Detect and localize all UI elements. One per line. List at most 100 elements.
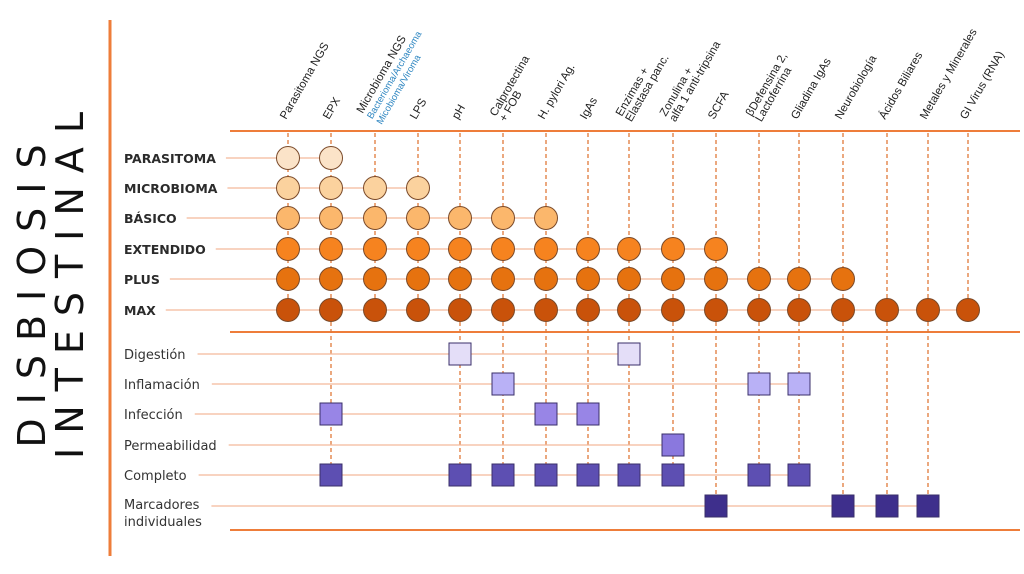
panel-dot [787, 267, 811, 291]
profile-label: Inflamación [124, 378, 200, 393]
column-header: GI Virus (RNA) [958, 49, 1007, 121]
panel-dot [448, 237, 472, 261]
panel-label: MICROBIOMA [124, 181, 218, 196]
column-header-label: Ácidos Biliares [876, 49, 925, 121]
column-header-label: Gliadina IgAs [789, 56, 834, 121]
column-header: Neurobiología [833, 53, 879, 122]
column-header: Ácidos Biliares [876, 49, 925, 121]
panel-dot [916, 298, 940, 322]
panel-dot [276, 267, 300, 291]
panel-dot [704, 267, 728, 291]
profile-square [617, 342, 641, 366]
panel-dot [661, 298, 685, 322]
panel-dot [276, 176, 300, 200]
panel-label: BÁSICO [124, 211, 177, 226]
panel-dot [448, 298, 472, 322]
panel-label: PARASITOMA [124, 151, 216, 166]
column-header-label: GI Virus (RNA) [958, 49, 1007, 121]
panel-dot [319, 267, 343, 291]
column-header-label: EPX [321, 95, 343, 121]
panel-dot [319, 206, 343, 230]
column-header: Calprotectina+ FOB [488, 53, 533, 124]
profile-square [319, 463, 343, 487]
panel-dot [875, 298, 899, 322]
panel-dot [576, 298, 600, 322]
panel-dot [319, 146, 343, 170]
panel-label: PLUS [124, 272, 160, 287]
panel-dot [491, 206, 515, 230]
panel-dot [491, 267, 515, 291]
column-header: H. pylori Ag. [536, 62, 577, 122]
panel-dot [363, 176, 387, 200]
profile-label-line2: individuales [124, 515, 202, 530]
profile-label: Permeabilidad [124, 439, 217, 454]
profile-square [661, 463, 685, 487]
profile-label: Completo [124, 469, 187, 484]
panel-dot [576, 237, 600, 261]
column-header-label: H. pylori Ag. [536, 62, 577, 122]
panel-dot [617, 298, 641, 322]
panel-dot [617, 237, 641, 261]
panel-dot [406, 267, 430, 291]
profile-square [576, 463, 600, 487]
panel-dot [704, 298, 728, 322]
column-header-label: LPS [408, 96, 429, 121]
column-header-label: IgAs [578, 95, 600, 121]
profile-square [831, 494, 855, 518]
panel-dot [448, 267, 472, 291]
profile-square [875, 494, 899, 518]
panel-dot [534, 267, 558, 291]
profile-square [617, 463, 641, 487]
column-header-label: pH [450, 103, 468, 122]
column-header: EPX [321, 95, 343, 121]
profile-label: Marcadores [124, 498, 200, 513]
profile-square [534, 463, 558, 487]
panel-dot [363, 206, 387, 230]
panel-dot [617, 267, 641, 291]
profile-square [319, 402, 343, 426]
profile-square [534, 402, 558, 426]
profile-square [787, 463, 811, 487]
panel-dot [831, 298, 855, 322]
profile-square [448, 463, 472, 487]
panel-dot [831, 267, 855, 291]
panel-dot [406, 298, 430, 322]
panel-dot [747, 298, 771, 322]
panel-dot [661, 237, 685, 261]
column-header: pH [450, 103, 468, 122]
column-header: SCFA [706, 89, 732, 121]
panel-dot [576, 267, 600, 291]
panel-dot [319, 298, 343, 322]
profile-label: Digestión [124, 348, 186, 363]
panel-dot [276, 146, 300, 170]
panel-dot [534, 237, 558, 261]
panel-dot [747, 267, 771, 291]
panel-dot [661, 267, 685, 291]
panel-dot [406, 176, 430, 200]
panel-label: MAX [124, 303, 156, 318]
panel-dot [363, 298, 387, 322]
panel-dot [534, 206, 558, 230]
panel-dot [406, 237, 430, 261]
column-header: Gliadina IgAs [789, 56, 834, 121]
profile-square [747, 463, 771, 487]
column-header: IgAs [578, 95, 600, 121]
panel-dot [276, 298, 300, 322]
panel-dot [406, 206, 430, 230]
panel-dot [276, 206, 300, 230]
profile-square [576, 402, 600, 426]
column-header: LPS [408, 96, 429, 121]
profile-square [491, 372, 515, 396]
panel-dot [491, 298, 515, 322]
panel-dot [319, 176, 343, 200]
panel-dot [363, 267, 387, 291]
panel-dot [448, 206, 472, 230]
profile-square [448, 342, 472, 366]
column-header-label: SCFA [706, 89, 732, 121]
panel-dot [363, 237, 387, 261]
panel-dot [319, 237, 343, 261]
profile-square [704, 494, 728, 518]
profile-square [661, 433, 685, 457]
